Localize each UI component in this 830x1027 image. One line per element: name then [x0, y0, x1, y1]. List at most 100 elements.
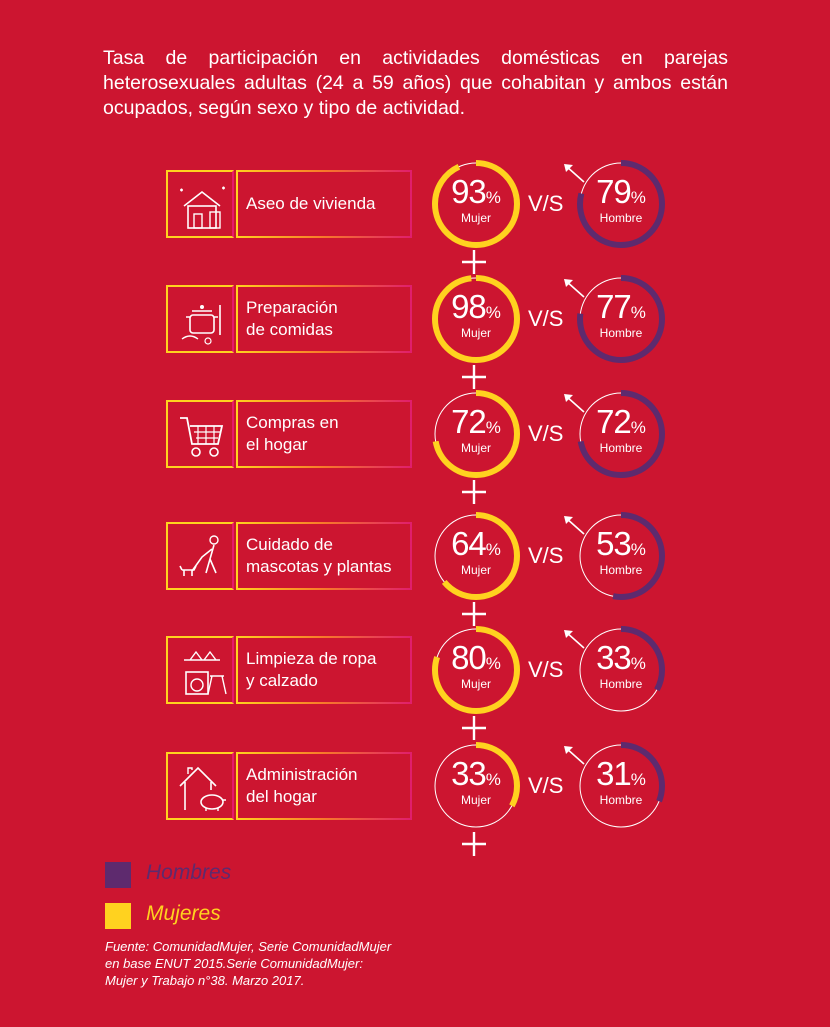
mujer-ring-svg — [432, 626, 520, 714]
mujer-ring-svg — [432, 160, 520, 248]
hombre-ring-svg — [577, 275, 665, 363]
activity-label-box: Preparación de comidas — [236, 285, 412, 353]
mujer-ring-arc — [432, 626, 520, 714]
vs-label: V/S — [528, 773, 564, 798]
mujer-ring-label: Mujer — [460, 326, 491, 340]
page-title: Tasa de participación en actividades dom… — [103, 47, 728, 119]
mujer-ring-number: 93 — [451, 173, 487, 210]
mujer-ring-arc — [432, 160, 520, 248]
plus-icon — [462, 602, 486, 626]
mujer-ring-value: 33% — [430, 756, 522, 798]
arrow-icon — [564, 630, 585, 649]
activity-row: Compras en el hogar 72% Mujer V/S 72% Hombre — [0, 390, 830, 504]
mujer-ring-value: 72% — [430, 404, 522, 446]
arrow-icon — [564, 516, 585, 535]
hombre-ring-percent-sign: % — [630, 540, 646, 559]
mujer-ring: 72% Mujer — [430, 388, 522, 480]
vs-label: V/S — [528, 543, 564, 568]
vs-label: V/S — [528, 191, 564, 216]
activity-label: Cuidado de mascotas y plantas — [246, 535, 392, 576]
legend-label-hombres: Hombres — [146, 861, 232, 884]
hombre-ring-number: 77 — [596, 288, 632, 325]
hombre-ring-value: 33% — [575, 640, 667, 682]
hombre-ring-svg — [577, 742, 665, 830]
mujer-ring-svg — [432, 390, 520, 478]
hombre-ring-percent-sign: % — [630, 770, 646, 789]
hombre-ring-number: 72 — [596, 403, 632, 440]
laundry-icon — [184, 650, 227, 695]
mujer-ring-arc — [432, 742, 520, 830]
activity-icon-box — [166, 400, 234, 468]
arrow-icon — [564, 746, 585, 765]
hombre-ring-svg — [577, 626, 665, 714]
dog-walking-icon — [179, 535, 219, 576]
activity-label-box: Limpieza de ropa y calzado — [236, 636, 412, 704]
activity-row: Cuidado de mascotas y plantas 64% Mujer V/S… — [0, 512, 830, 626]
hombre-ring-number: 53 — [596, 525, 632, 562]
hombre-ring-label: Hombre — [599, 793, 643, 807]
vs-label: V/S — [528, 306, 564, 331]
activity-icon-box — [166, 752, 234, 820]
hombre-ring-number: 79 — [596, 173, 632, 210]
mujer-ring-svg — [432, 512, 520, 600]
vs-label: V/S — [528, 657, 564, 682]
activity-row: Preparación de comidas 98% Mujer V/S 77% Homb… — [0, 275, 830, 389]
source-note: Fuente: ComunidadMujer, Serie ComunidadM… — [105, 939, 392, 988]
legend-item-hombres: Hombres — [105, 858, 405, 888]
mujer-ring-number: 33 — [451, 755, 487, 792]
hombre-ring-arc — [577, 390, 665, 478]
hombre-ring-label: Hombre — [599, 211, 643, 225]
mujer-ring-percent-sign: % — [485, 303, 501, 322]
house-cleaning-icon — [180, 186, 225, 229]
activity-label-box: Cuidado de mascotas y plantas — [236, 522, 412, 590]
hombre-ring-value: 79% — [575, 174, 667, 216]
arrow-icon — [564, 279, 585, 298]
hombre-ring-number: 31 — [596, 755, 632, 792]
mujer-ring-svg — [432, 275, 520, 363]
mujer-ring-value: 80% — [430, 640, 522, 682]
activity-row: Limpieza de ropa y calzado 80% Mujer V/S 33%… — [0, 626, 830, 740]
hombre-ring: 79% Hombre — [575, 158, 667, 250]
hombre-ring-arc — [577, 160, 665, 248]
mujer-ring-number: 80 — [451, 639, 487, 676]
mujer-ring: 33% Mujer — [430, 740, 522, 832]
vs-label: V/S — [528, 421, 564, 446]
plus-icon — [462, 250, 486, 274]
hombre-ring-percent-sign: % — [630, 188, 646, 207]
mujer-ring-value: 64% — [430, 526, 522, 568]
legend-item-mujeres: Mujeres — [105, 899, 405, 929]
hombre-ring-svg — [577, 390, 665, 478]
activity-row: Administración del hogar 33% Mujer V/S 31% Ho… — [0, 742, 830, 856]
hombre-ring-label: Hombre — [599, 677, 643, 691]
activity-label: Compras en el hogar — [246, 413, 339, 454]
mujer-ring-number: 64 — [451, 525, 487, 562]
house-piggy-bank-icon — [179, 766, 226, 811]
hombre-ring-percent-sign: % — [630, 418, 646, 437]
plus-icon — [462, 716, 486, 740]
hombre-ring: 31% Hombre — [575, 740, 667, 832]
mujer-ring-percent-sign: % — [485, 770, 501, 789]
shopping-cart-icon — [180, 417, 224, 457]
legend-swatch-mujeres — [105, 903, 131, 929]
hombre-ring-percent-sign: % — [630, 654, 646, 673]
mujer-ring-percent-sign: % — [485, 418, 501, 437]
mujer-ring-label: Mujer — [460, 441, 491, 455]
hombre-ring: 77% Hombre — [575, 273, 667, 365]
arrow-icon — [564, 394, 585, 413]
mujer-ring: 98% Mujer — [430, 273, 522, 365]
hombre-ring-arc — [577, 626, 665, 714]
mujer-ring-arc — [432, 390, 520, 478]
activity-icon-box — [166, 636, 234, 704]
activity-label: Limpieza de ropa y calzado — [246, 649, 377, 690]
activity-label: Preparación de comidas — [246, 298, 338, 339]
activity-icon-box — [166, 522, 234, 590]
hombre-ring: 72% Hombre — [575, 388, 667, 480]
mujer-ring-value: 98% — [430, 289, 522, 331]
mujer-ring-number: 98 — [451, 288, 487, 325]
hombre-ring-label: Hombre — [599, 326, 643, 340]
hombre-ring-percent-sign: % — [630, 303, 646, 322]
activity-label: Aseo de vivienda — [246, 194, 376, 213]
hombre-ring-value: 77% — [575, 289, 667, 331]
plus-icon — [462, 480, 486, 504]
